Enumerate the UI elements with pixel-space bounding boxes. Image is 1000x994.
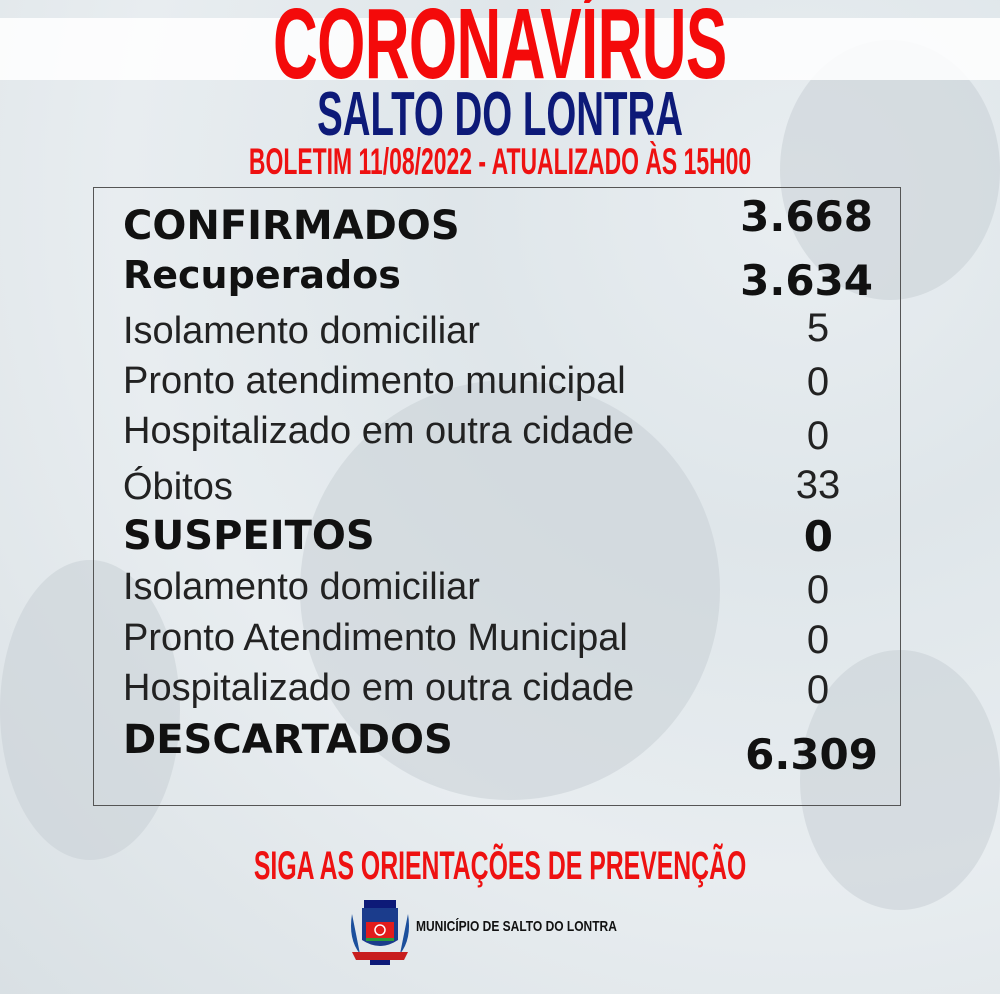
prevention-message: SIGA AS ORIENTAÇÕES DE PREVENÇÃO [0,844,1000,888]
row-label: Pronto Atendimento Municipal [123,617,628,659]
municipality-name: MUNICÍPIO DE SALTO DO LONTRA [416,918,617,935]
row-label: DESCARTADOS [123,717,453,763]
title-text: CORONAVÍRUS [273,0,727,100]
prevention-text: SIGA AS ORIENTAÇÕES DE PREVENÇÃO [253,844,747,888]
row-value: 0 [806,360,830,404]
virus-background [0,560,180,860]
row-value: 3.668 [740,192,873,241]
row-value: 6.309 [745,730,878,779]
row-value: 3.634 [740,256,873,305]
row-value: 0 [806,618,830,662]
row-label: Pronto atendimento municipal [123,360,626,402]
row-value: 0 [803,512,833,561]
row-value: 33 [795,463,841,507]
bulletin-text: BOLETIM 11/08/2022 - ATUALIZADO ÀS 15H00 [248,141,752,182]
row-value: 0 [806,668,830,712]
stats-table [93,187,901,806]
row-label: Hospitalizado em outra cidade [123,667,635,709]
city-name: SALTO DO LONTRA [0,80,1000,149]
bulletin-date: BOLETIM 11/08/2022 - ATUALIZADO ÀS 15H00 [0,141,1000,182]
row-label: SUSPEITOS [123,513,375,559]
title-band [0,18,1000,80]
municipal-crest-icon [351,900,409,965]
city-text: SALTO DO LONTRA [317,80,683,149]
page-title: CORONAVÍRUS [0,0,1000,100]
row-label: Recuperados [123,253,401,297]
row-label: Hospitalizado em outra cidade [123,410,635,452]
virus-background [300,380,720,800]
row-value: 0 [806,414,830,458]
row-label: CONFIRMADOS [123,203,460,249]
row-label: Isolamento domiciliar [123,566,480,608]
row-label: Isolamento domiciliar [123,310,480,352]
row-label: Óbitos [123,466,233,508]
row-value: 5 [806,306,830,350]
virus-background [780,40,1000,300]
row-value: 0 [806,568,830,612]
